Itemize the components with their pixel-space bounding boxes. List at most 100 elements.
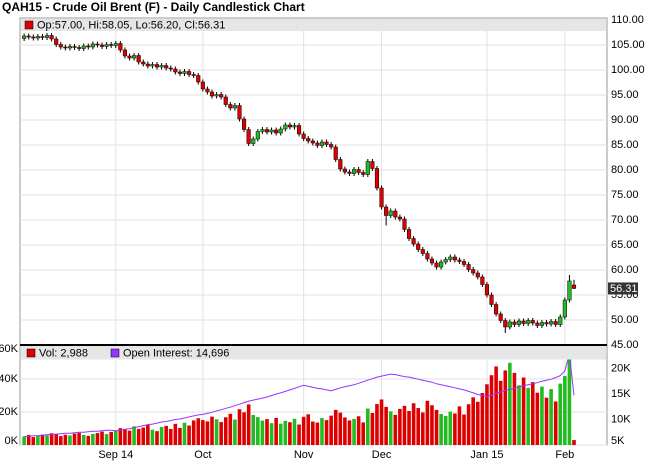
open-interest-line: [24, 354, 575, 438]
volume-bar: [164, 425, 168, 445]
y-tick-label: 60K: [0, 343, 19, 355]
volume-bar: [324, 420, 329, 445]
candle-body: [260, 129, 265, 132]
candle-body: [429, 258, 435, 264]
volume-bar: [68, 435, 72, 445]
volume-bar: [398, 408, 402, 445]
candle-body: [90, 43, 95, 48]
candle-body: [237, 105, 242, 120]
volume-bar: [393, 414, 398, 445]
candle-body: [287, 124, 292, 128]
candle-body: [338, 159, 343, 170]
candle-body: [196, 75, 201, 83]
plot-layer: [20, 19, 607, 446]
volume-bar: [233, 419, 237, 445]
volume-bar: [457, 406, 462, 445]
volume-bar: [205, 421, 210, 445]
candle-body: [342, 168, 347, 173]
volume-bar: [242, 412, 246, 445]
volume-bar: [517, 385, 521, 445]
candle-body: [35, 36, 40, 39]
candle-body: [31, 36, 36, 39]
volume-bar: [288, 422, 292, 445]
volume-bar: [425, 400, 430, 445]
volume-bar: [544, 397, 549, 445]
candle-body: [72, 46, 77, 48]
volume-bar: [311, 421, 315, 445]
oi-legend-swatch: [110, 348, 120, 358]
volume-bar: [86, 435, 91, 445]
volume-bar: [407, 411, 411, 445]
volume-bar: [40, 434, 45, 445]
volume-bar: [375, 404, 379, 445]
candle-body: [310, 140, 315, 144]
x-tick-label: Nov: [294, 449, 314, 461]
candle-body: [443, 259, 448, 263]
volume-bar: [384, 406, 388, 445]
volume-bar: [521, 377, 526, 445]
volume-bar: [549, 389, 553, 445]
volume-bar: [434, 409, 439, 445]
candle-body: [292, 125, 297, 128]
candle-body: [544, 322, 549, 325]
y-tick-label: 65.00: [611, 239, 639, 251]
candle-body: [567, 280, 572, 301]
volume-bar: [228, 413, 233, 445]
candle-body: [361, 172, 366, 175]
volume-bar: [402, 405, 407, 445]
candle-body: [553, 321, 558, 325]
candle-body: [269, 129, 274, 133]
candle-body: [549, 321, 554, 325]
volume-bar: [343, 417, 347, 445]
volume-bar: [448, 411, 453, 445]
volume-bar: [178, 427, 182, 445]
volume-bar: [196, 418, 201, 445]
volume-bar: [443, 415, 448, 445]
volume-bar: [352, 418, 356, 445]
volume-bar: [462, 414, 466, 445]
volume-bar: [508, 362, 512, 445]
candle-body: [145, 63, 150, 67]
volume-bar: [219, 422, 223, 445]
candle-body: [182, 71, 187, 74]
volume-bar: [58, 436, 63, 445]
volume-bar: [173, 423, 178, 445]
volume-bar: [530, 382, 535, 445]
candle-body: [242, 118, 247, 130]
volume-bar: [159, 427, 164, 445]
candle-body: [319, 141, 325, 146]
candle-body: [141, 61, 146, 65]
volume-bar: [567, 352, 572, 445]
candle-body: [214, 94, 219, 97]
y2-tick-label: 15K: [611, 388, 631, 400]
volume-bar: [104, 434, 109, 445]
candle-body: [365, 161, 370, 175]
volume-bar: [301, 416, 306, 445]
volume-bar: [246, 404, 251, 445]
volume-bar: [146, 425, 150, 445]
candle-body: [154, 64, 160, 68]
volume-bar: [572, 440, 576, 445]
candle-body: [333, 146, 338, 160]
volume-bar: [292, 418, 297, 445]
candle-body: [507, 321, 512, 328]
volume-bar: [127, 430, 132, 445]
volume-bar: [366, 408, 370, 445]
volume-bar: [210, 416, 214, 445]
volume-bar: [338, 412, 343, 445]
volume-bar: [191, 420, 196, 445]
volume-bar: [430, 405, 434, 445]
candle-body: [512, 321, 517, 325]
y-tick-label: 100.00: [611, 64, 645, 76]
candle-body: [264, 129, 270, 133]
volume-bar: [201, 420, 205, 445]
volume-bar: [526, 387, 530, 445]
y-tick-label: 95.00: [611, 89, 639, 101]
candle-body: [535, 322, 540, 326]
volume-bar: [503, 370, 508, 445]
y2-tick-label: 5K: [611, 435, 625, 447]
candle-body: [425, 253, 430, 260]
price-legend-swatch: [24, 20, 34, 30]
volume-bar: [388, 411, 393, 445]
